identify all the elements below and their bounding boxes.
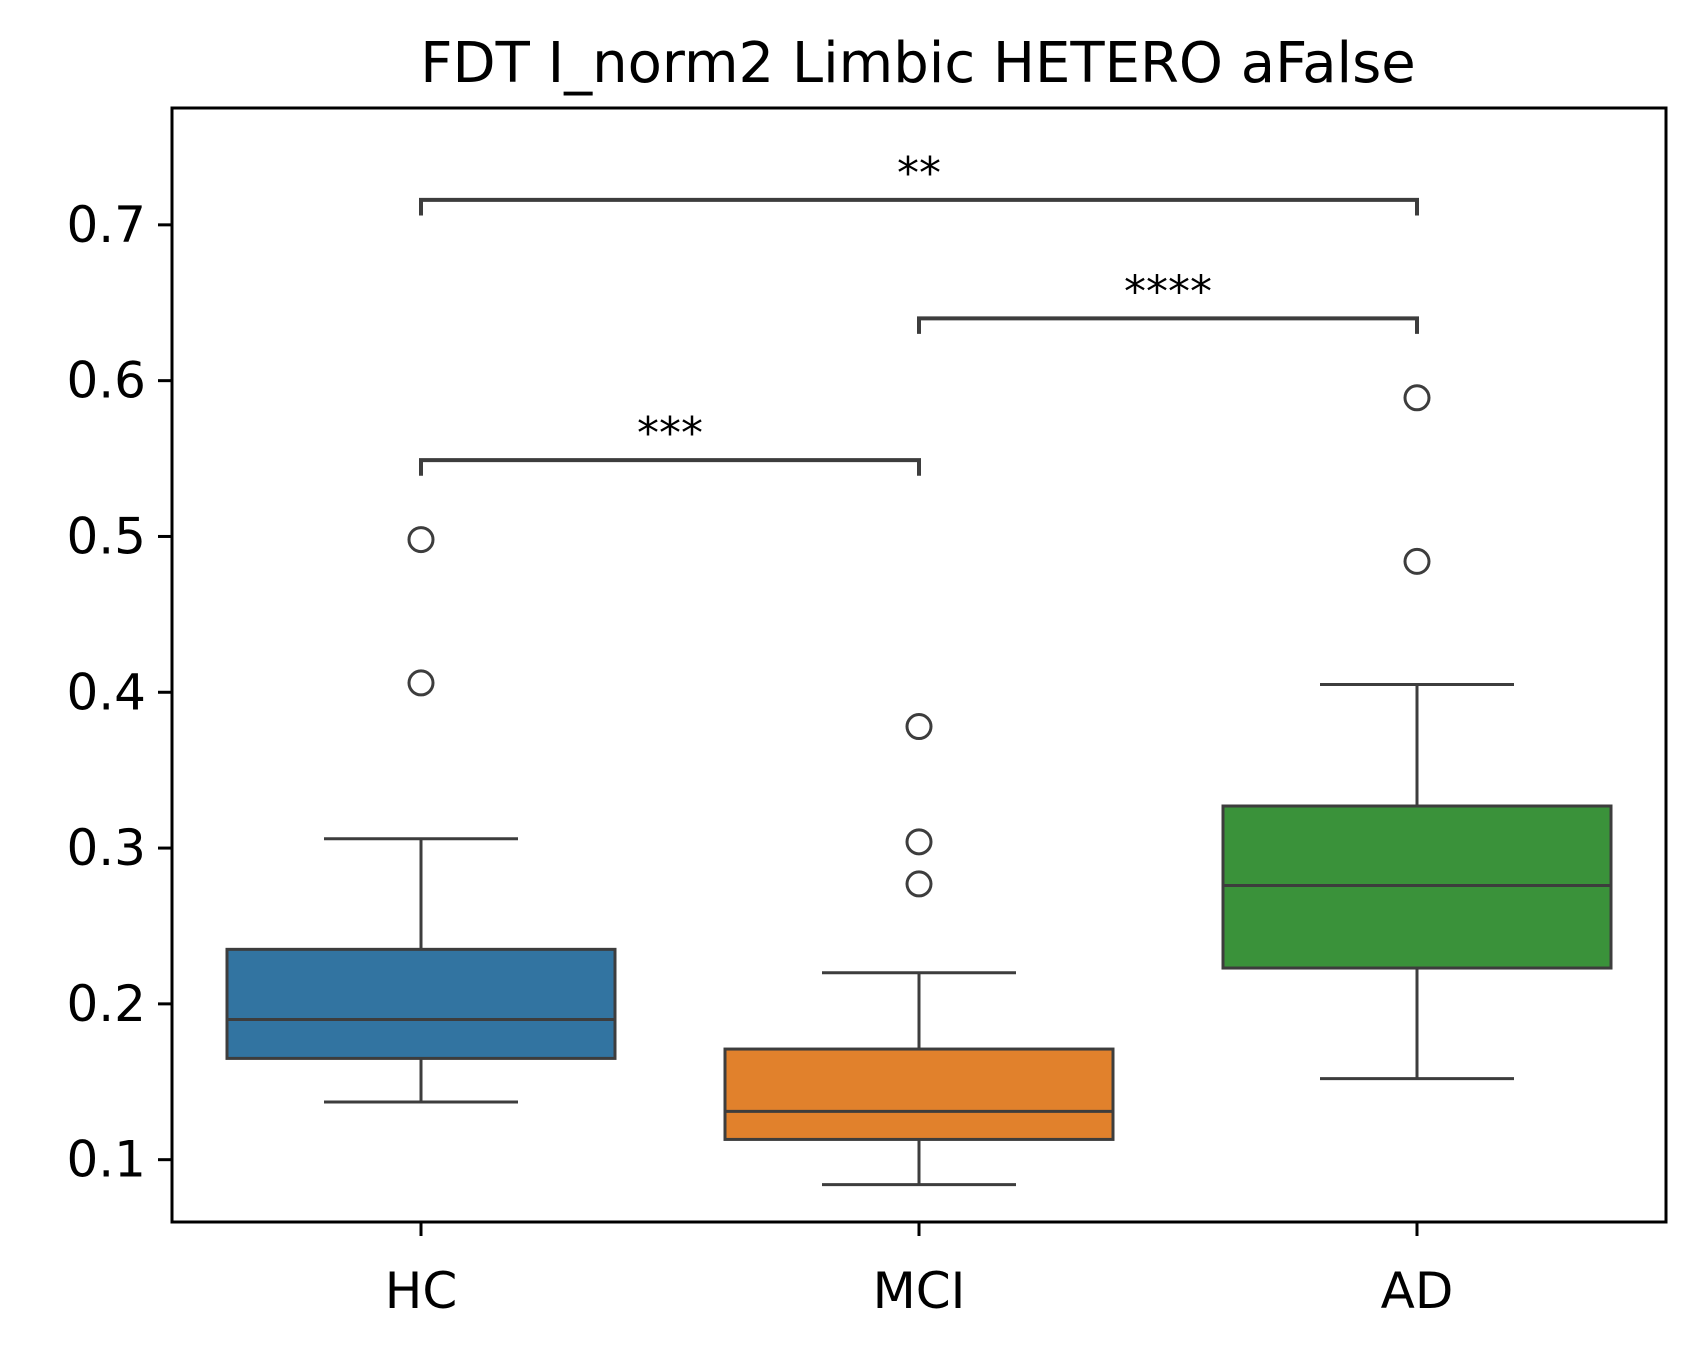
outlier-point	[407, 526, 435, 554]
significance-label: ****	[1124, 266, 1212, 317]
outlier-point	[905, 713, 933, 741]
outlier-point	[905, 828, 933, 856]
outlier-point	[1403, 384, 1431, 412]
y-tick-label: 0.5	[66, 507, 146, 565]
significance-label: ***	[637, 408, 703, 459]
box-ad	[1221, 804, 1613, 970]
significance-bracket	[917, 316, 1419, 334]
y-tick-label: 0.7	[66, 196, 146, 254]
box-hc	[225, 947, 617, 1060]
box-mci	[723, 1047, 1115, 1141]
significance-label: **	[897, 148, 941, 199]
outlier-point	[407, 669, 435, 697]
y-tick-label: 0.6	[66, 352, 146, 410]
outlier-point	[905, 870, 933, 898]
outlier-point	[1403, 547, 1431, 575]
plot-area: *********0.10.20.30.40.50.60.7HC MCI AD	[66, 106, 1668, 1320]
y-tick-label: 0.2	[66, 975, 146, 1033]
x-tick-label: AD	[1381, 1262, 1454, 1320]
y-tick-label: 0.1	[66, 1131, 146, 1189]
significance-bracket	[419, 458, 921, 476]
y-tick-label: 0.3	[66, 819, 146, 877]
x-tick-label: HC	[385, 1262, 458, 1320]
y-tick-label: 0.4	[66, 663, 146, 721]
significance-bracket	[419, 197, 1419, 216]
chart-title: FDT I_norm2 Limbic HETERO aFalse	[420, 31, 1415, 96]
x-tick-label: MCI	[873, 1262, 966, 1320]
